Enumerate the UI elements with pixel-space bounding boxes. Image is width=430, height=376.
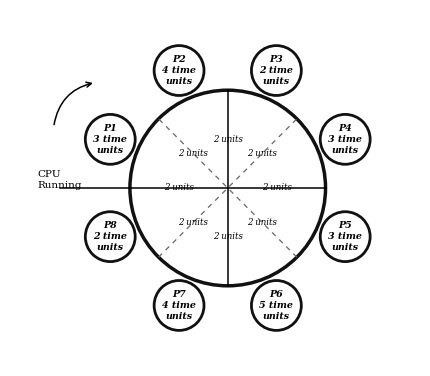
Text: 2 units: 2 units	[212, 135, 242, 144]
Circle shape	[251, 45, 301, 96]
Text: 2 units: 2 units	[178, 149, 208, 158]
Circle shape	[129, 90, 325, 286]
Text: P6
5 time
units: P6 5 time units	[259, 290, 293, 321]
Text: P1
3 time
units: P1 3 time units	[93, 124, 127, 155]
Circle shape	[319, 212, 369, 262]
Text: P7
4 time
units: P7 4 time units	[162, 290, 196, 321]
Text: 2 units: 2 units	[178, 218, 208, 227]
Circle shape	[85, 212, 135, 262]
Text: P8
2 time
units: P8 2 time units	[93, 221, 127, 252]
Text: 2 units: 2 units	[261, 183, 291, 193]
Circle shape	[85, 114, 135, 164]
Text: 2 units: 2 units	[212, 232, 242, 241]
Text: 2 units: 2 units	[247, 218, 276, 227]
Text: P5
3 time
units: P5 3 time units	[328, 221, 361, 252]
Text: 2 units: 2 units	[163, 183, 194, 193]
Circle shape	[154, 280, 203, 331]
Text: P3
2 time
units: P3 2 time units	[259, 55, 293, 86]
Circle shape	[251, 280, 301, 331]
FancyArrowPatch shape	[54, 82, 91, 124]
Text: P4
3 time
units: P4 3 time units	[328, 124, 361, 155]
Circle shape	[319, 114, 369, 164]
Text: 2 units: 2 units	[247, 149, 276, 158]
Text: P2
4 time
units: P2 4 time units	[162, 55, 196, 86]
Circle shape	[154, 45, 203, 96]
Text: CPU
Running: CPU Running	[37, 170, 81, 190]
